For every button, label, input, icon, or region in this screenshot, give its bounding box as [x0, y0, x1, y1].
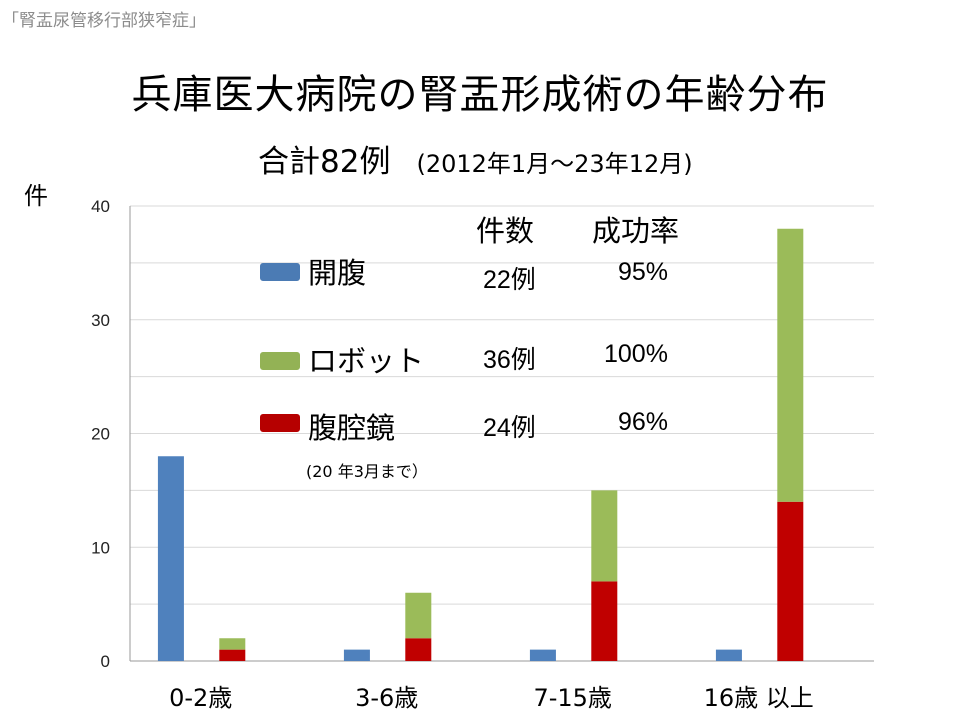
legend-swatch-open: [260, 263, 300, 281]
subtitle-period: (2012年1月～23年12月): [416, 150, 693, 178]
x-tick-label: 16歳 以上: [704, 684, 814, 712]
subtitle-total: 合計82例: [258, 144, 391, 180]
bar-stack-0-2: [591, 581, 618, 661]
bar-open-0: [157, 456, 184, 661]
chart-y-ticks: 0 10 20 30 40: [91, 197, 110, 671]
legend-swatch-robot: [260, 352, 300, 370]
rate-open: 95%: [618, 258, 669, 286]
bar-stack-1-0: [219, 638, 246, 650]
legend-note: (20 年3月まで）: [306, 462, 428, 481]
y-tick-label: 10: [91, 538, 110, 557]
rate-robot: 100%: [604, 340, 668, 368]
y-axis-unit: 件: [24, 182, 48, 210]
chart-grid: [129, 205, 874, 662]
x-tick-label: 7-15歳: [533, 684, 611, 712]
count-laparoscopic: 24例: [483, 414, 536, 442]
count-robot: 36例: [483, 346, 536, 374]
bar-open-1: [343, 649, 370, 661]
bar-stack-0-3: [777, 501, 804, 661]
corner-label: 「腎盂尿管移行部狭窄症」: [2, 11, 206, 31]
y-tick-label: 0: [101, 652, 110, 671]
bar-open-3: [715, 649, 742, 661]
bar-open-2: [529, 649, 556, 661]
rate-laparoscopic: 96%: [618, 408, 669, 436]
header-count: 件数: [476, 214, 535, 248]
header-rate: 成功率: [592, 214, 680, 248]
page-title: 兵庫医大病院の腎盂形成術の年齢分布: [131, 72, 829, 118]
chart-bars: [157, 228, 804, 661]
legend-name-open: 開腹: [308, 256, 367, 290]
bar-stack-1-2: [591, 490, 618, 582]
subtitle: 合計82例 (2012年1月～23年12月): [258, 136, 693, 181]
count-open: 22例: [483, 266, 536, 294]
bar-stack-0-0: [219, 649, 246, 661]
bar-stack-1-1: [405, 592, 432, 639]
y-tick-label: 40: [91, 197, 110, 216]
y-tick-label: 30: [91, 311, 110, 330]
bar-stack-0-1: [405, 638, 432, 661]
legend-swatch-laparoscopic: [260, 414, 300, 432]
x-tick-label: 0-2歳: [169, 684, 232, 712]
y-tick-label: 20: [91, 425, 110, 444]
x-tick-label: 3-6歳: [355, 684, 418, 712]
legend-name-robot: ロボット: [308, 344, 425, 378]
legend-name-laparoscopic: 腹腔鏡: [308, 411, 396, 445]
bar-stack-1-3: [777, 228, 804, 502]
chart-x-ticks: 0-2歳 3-6歳 7-15歳 16歳 以上: [169, 684, 814, 712]
